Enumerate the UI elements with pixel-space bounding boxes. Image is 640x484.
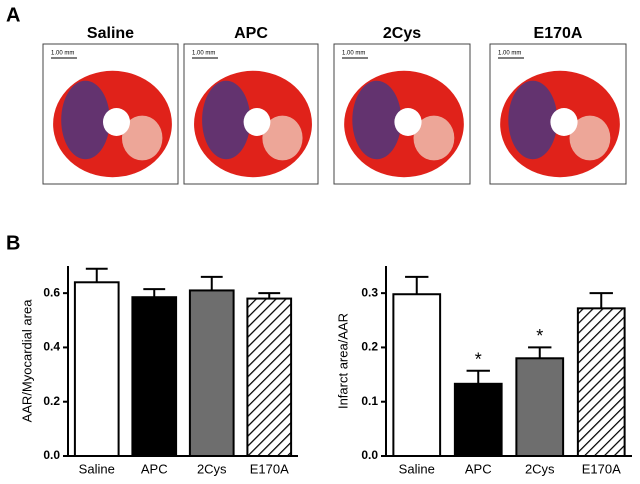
image-title: E170A [534,25,583,42]
ischemic-region [61,80,110,160]
image-title: Saline [87,25,134,42]
x-tick-label: APC [141,461,168,476]
bar [576,307,626,458]
y-tick-label: 0.1 [361,394,378,408]
ischemic-region [202,80,251,160]
x-tick-label: Saline [79,461,115,476]
scale-label: 1.00 mm [342,51,365,57]
x-tick-label: E170A [250,461,289,476]
y-tick-label: 0.0 [361,448,378,462]
pale-region [413,115,455,161]
pale-region [569,115,611,161]
ischemic-region [508,80,558,160]
lumen [550,108,578,136]
bar [131,296,178,458]
scale-label: 1.00 mm [498,51,521,57]
x-tick-label: Saline [399,461,435,476]
x-tick-label: 2Cys [197,461,227,476]
significance-mark: * [536,326,543,346]
pale-region [121,115,163,161]
bar [246,297,293,458]
x-tick-label: 2Cys [525,461,555,476]
bar [188,289,235,457]
y-tick-label: 0.0 [43,448,60,462]
bar [515,357,565,457]
ischemic-region [352,80,402,160]
scale-label: 1.00 mm [51,51,74,57]
image-title: 2Cys [383,25,421,42]
y-tick-label: 0.2 [361,340,378,354]
pale-region [262,115,303,161]
y-axis-label: AAR/Myocardial area [19,299,34,423]
image-title: APC [234,25,268,42]
x-tick-label: E170A [582,461,621,476]
y-axis-label: Infarct area/AAR [335,313,350,409]
significance-mark: * [475,350,482,370]
bar [392,293,442,457]
lumen [103,108,130,136]
lumen [394,108,422,136]
y-tick-label: 0.2 [43,394,60,408]
y-tick-label: 0.4 [43,340,60,354]
y-tick-label: 0.3 [361,285,378,299]
y-tick-label: 0.6 [43,285,60,299]
scale-label: 1.00 mm [192,51,215,57]
bar [453,382,503,457]
panel-label: B [6,232,20,254]
x-tick-label: APC [465,461,492,476]
bar [73,281,120,457]
panel-label: A [6,4,20,26]
lumen [243,108,271,136]
